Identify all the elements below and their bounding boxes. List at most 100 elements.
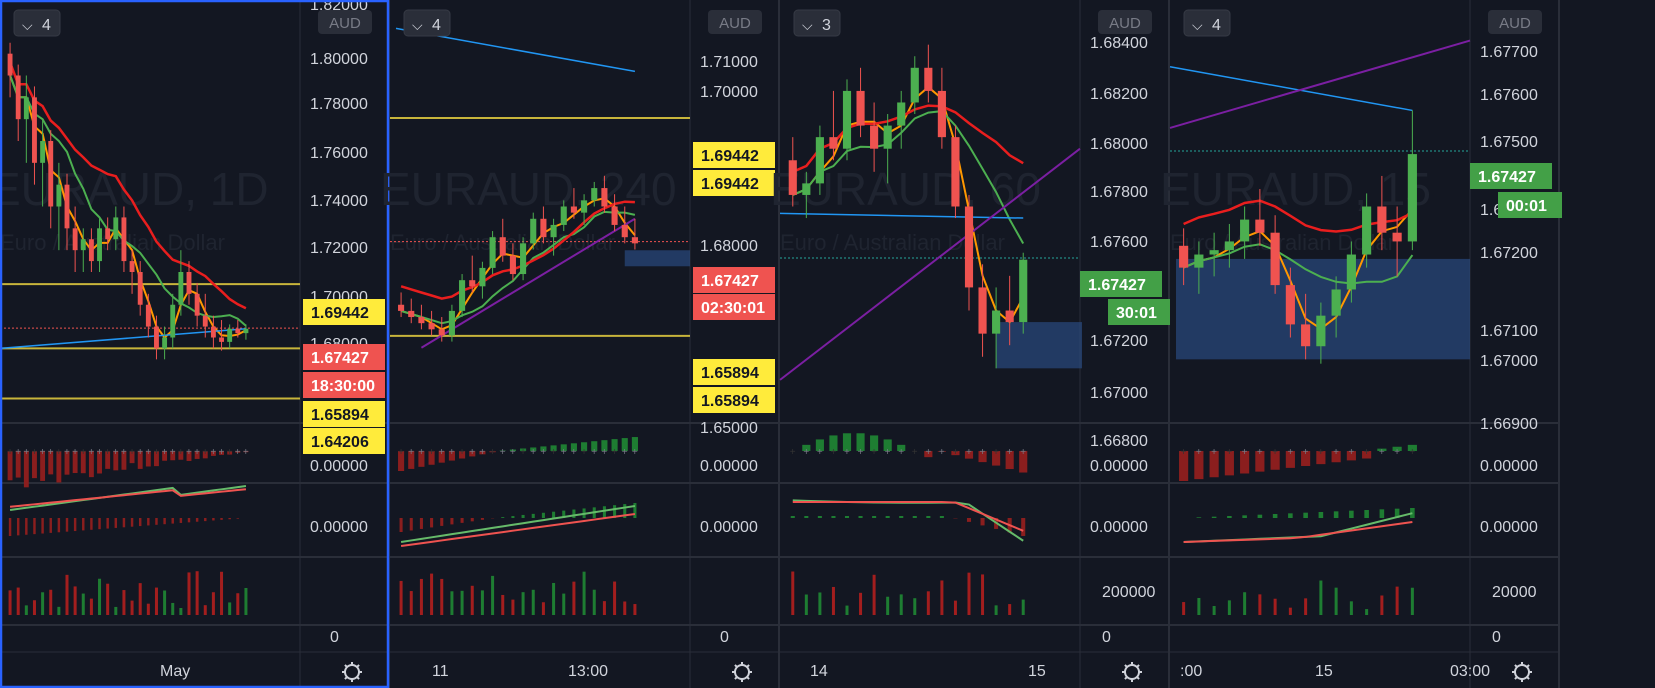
candle[interactable] <box>601 175 608 213</box>
candle[interactable] <box>489 231 496 275</box>
candle[interactable] <box>121 206 127 273</box>
currency-badge[interactable]: AUD <box>1488 10 1542 34</box>
candle[interactable] <box>56 162 62 251</box>
candle[interactable] <box>540 206 547 244</box>
candle[interactable] <box>186 261 192 305</box>
candle[interactable] <box>1316 302 1326 364</box>
candle[interactable] <box>499 218 506 262</box>
candle[interactable] <box>883 114 892 184</box>
candle[interactable] <box>631 218 638 250</box>
candle[interactable] <box>469 255 476 293</box>
candle[interactable] <box>1019 252 1028 334</box>
candle[interactable] <box>611 194 618 232</box>
candle[interactable] <box>924 44 933 103</box>
candle[interactable] <box>560 200 567 232</box>
candle[interactable] <box>202 293 208 338</box>
candle[interactable] <box>1392 206 1402 277</box>
candle[interactable] <box>40 119 46 207</box>
candle[interactable] <box>951 125 960 219</box>
candle[interactable] <box>154 315 159 360</box>
candle[interactable] <box>88 228 94 272</box>
candle[interactable] <box>910 56 919 115</box>
candle[interactable] <box>72 206 78 273</box>
candle[interactable] <box>1285 267 1295 338</box>
candle[interactable] <box>550 218 557 256</box>
candle[interactable] <box>23 75 29 163</box>
candle[interactable] <box>1301 293 1311 360</box>
candle[interactable] <box>1346 241 1356 303</box>
candle[interactable] <box>219 320 224 351</box>
candle[interactable] <box>178 250 184 316</box>
candle[interactable] <box>398 292 405 318</box>
layout-count-dropdown[interactable]: ⌵ 3 <box>793 9 841 37</box>
candle[interactable] <box>937 67 946 149</box>
candle[interactable] <box>137 261 143 316</box>
candle[interactable] <box>235 320 241 338</box>
candle[interactable] <box>1005 275 1014 346</box>
candle[interactable] <box>438 317 445 342</box>
candle[interactable] <box>113 206 119 251</box>
candle[interactable] <box>978 264 987 357</box>
candle[interactable] <box>581 194 588 225</box>
candle[interactable] <box>97 217 102 272</box>
candle[interactable] <box>509 243 516 281</box>
candle[interactable] <box>897 90 906 149</box>
candle[interactable] <box>1270 215 1280 294</box>
candle[interactable] <box>591 181 598 207</box>
candle[interactable] <box>1240 206 1250 259</box>
candle[interactable] <box>1209 232 1219 277</box>
layout-count-dropdown[interactable]: ⌵ 4 <box>1183 9 1231 37</box>
candle[interactable] <box>530 212 537 250</box>
layout-count-dropdown[interactable]: ⌵ 4 <box>13 9 61 37</box>
candle[interactable] <box>870 102 879 172</box>
candle[interactable] <box>1407 110 1417 251</box>
candle[interactable] <box>210 315 216 349</box>
candle[interactable] <box>964 194 974 311</box>
candle[interactable] <box>105 217 111 251</box>
gear-icon[interactable] <box>342 662 362 682</box>
currency-badge[interactable]: AUD <box>1098 10 1152 34</box>
currency-badge[interactable]: AUD <box>708 10 762 34</box>
gear-icon[interactable] <box>1512 662 1532 682</box>
candle[interactable] <box>64 173 70 251</box>
candle[interactable] <box>570 188 577 219</box>
candle[interactable] <box>162 326 168 360</box>
candle[interactable] <box>1194 241 1204 294</box>
candle[interactable] <box>1362 193 1372 268</box>
currency-badge[interactable]: AUD <box>318 10 372 34</box>
candle[interactable] <box>788 137 797 207</box>
candle[interactable] <box>1179 228 1189 286</box>
candle[interactable] <box>479 261 486 299</box>
candle[interactable] <box>621 206 628 244</box>
candle[interactable] <box>829 90 838 161</box>
candle[interactable] <box>802 171 811 219</box>
candle[interactable] <box>227 324 233 349</box>
candle[interactable] <box>7 42 13 98</box>
candle[interactable] <box>1224 223 1234 268</box>
candle[interactable] <box>194 282 200 327</box>
candle[interactable] <box>170 293 176 349</box>
candle[interactable] <box>48 130 54 229</box>
candle[interactable] <box>1331 276 1341 338</box>
candle[interactable] <box>428 310 435 336</box>
candle[interactable] <box>145 293 151 338</box>
candle[interactable] <box>448 304 455 342</box>
candle[interactable] <box>418 304 425 330</box>
candle[interactable] <box>408 298 415 324</box>
candle[interactable] <box>243 324 249 340</box>
chart-panel-15[interactable]: EURAUD, 15 Euro / Australian Dollar + + + + + +… <box>1160 0 1562 688</box>
layout-count-dropdown[interactable]: ⌵ 4 <box>403 9 451 37</box>
candle[interactable] <box>80 228 86 272</box>
candle[interactable] <box>15 64 21 141</box>
candle[interactable] <box>992 287 1001 369</box>
candle[interactable] <box>459 274 466 318</box>
gear-icon[interactable] <box>1122 662 1142 682</box>
candle[interactable] <box>32 86 37 185</box>
candle[interactable] <box>815 125 824 195</box>
candle[interactable] <box>1377 175 1387 251</box>
candle[interactable] <box>1255 189 1265 246</box>
